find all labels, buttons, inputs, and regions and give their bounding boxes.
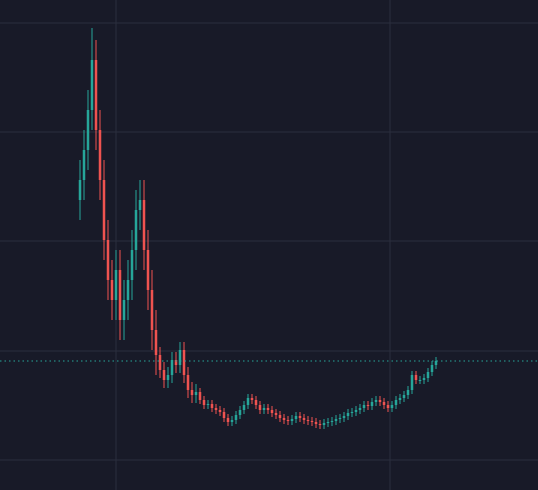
candle-body — [222, 412, 226, 418]
candle-body — [430, 365, 434, 372]
candle-body — [202, 400, 206, 405]
candle-body — [162, 370, 166, 380]
candle-body — [334, 419, 338, 421]
candle-body — [418, 380, 422, 381]
candle-body — [362, 405, 366, 408]
candle-body — [142, 200, 146, 250]
candle-body — [178, 350, 182, 365]
candle-body — [146, 250, 150, 290]
candle-body — [266, 408, 270, 410]
candle-body — [286, 420, 290, 421]
candle-body — [138, 200, 142, 210]
candle-body — [274, 413, 278, 415]
candle-body — [382, 402, 386, 405]
candle-body — [110, 280, 114, 300]
candle-body — [394, 400, 398, 405]
candle-body — [254, 400, 258, 405]
candle-body — [182, 350, 186, 375]
candle-body — [434, 361, 438, 365]
candle-body — [294, 416, 298, 419]
candle-body — [370, 402, 374, 406]
candle-body — [198, 392, 202, 400]
candle-body — [234, 415, 238, 420]
candle-body — [106, 240, 110, 280]
candle-body — [226, 418, 230, 422]
candle-body — [298, 416, 302, 418]
candle-body — [258, 405, 262, 410]
candle-body — [398, 398, 402, 400]
candle-body — [210, 404, 214, 408]
candle-body — [374, 400, 378, 402]
candle-body — [426, 372, 430, 378]
candle-body — [406, 390, 410, 395]
candle-body — [166, 375, 170, 380]
candle-body — [78, 180, 82, 200]
candle-body — [278, 415, 282, 418]
candle-body — [290, 419, 294, 421]
candle-body — [270, 410, 274, 413]
candle-body — [346, 413, 350, 416]
candle-body — [386, 405, 390, 408]
candle-body — [214, 408, 218, 410]
candle-body — [414, 375, 418, 380]
candle-body — [402, 395, 406, 398]
candle-body — [230, 420, 234, 422]
candle-body — [338, 418, 342, 419]
candle-body — [206, 404, 210, 405]
candle-body — [114, 270, 118, 300]
candle-body — [218, 410, 222, 412]
candle-body — [366, 405, 370, 406]
candle-body — [390, 405, 394, 408]
candle-body — [250, 398, 254, 400]
candle-body — [170, 360, 174, 375]
candle-body — [130, 250, 134, 280]
candle-body — [318, 424, 322, 425]
candle-body — [358, 408, 362, 410]
candle-body — [186, 375, 190, 390]
candle-body — [354, 410, 358, 412]
candle-body — [238, 410, 242, 415]
candle-body — [194, 392, 198, 395]
candle-body — [282, 418, 286, 420]
candle-body — [134, 210, 138, 250]
candle-body — [306, 420, 310, 421]
candle-body — [350, 412, 354, 413]
candle-body — [302, 418, 306, 420]
candle-body — [122, 300, 126, 320]
candle-body — [154, 330, 158, 355]
candle-body — [422, 378, 426, 380]
candle-body — [82, 150, 86, 180]
candle-body — [262, 408, 266, 410]
candle-body — [86, 110, 90, 150]
candle-body — [242, 405, 246, 410]
candle-body — [102, 180, 106, 240]
candle-body — [150, 290, 154, 330]
candle-body — [330, 421, 334, 422]
candle-body — [94, 60, 98, 130]
candle-body — [342, 416, 346, 418]
candle-body — [90, 60, 94, 110]
candle-body — [126, 280, 130, 300]
candle-body — [410, 375, 414, 390]
candle-body — [190, 390, 194, 395]
candle-body — [98, 130, 102, 180]
candle-body — [310, 421, 314, 422]
candle-body — [322, 423, 326, 425]
candle-body — [158, 355, 162, 370]
candle-body — [378, 400, 382, 402]
candle-body — [246, 398, 250, 405]
candle-body — [174, 360, 178, 365]
candle-body — [326, 422, 330, 423]
candle-body — [118, 270, 122, 320]
candle-body — [314, 422, 318, 424]
